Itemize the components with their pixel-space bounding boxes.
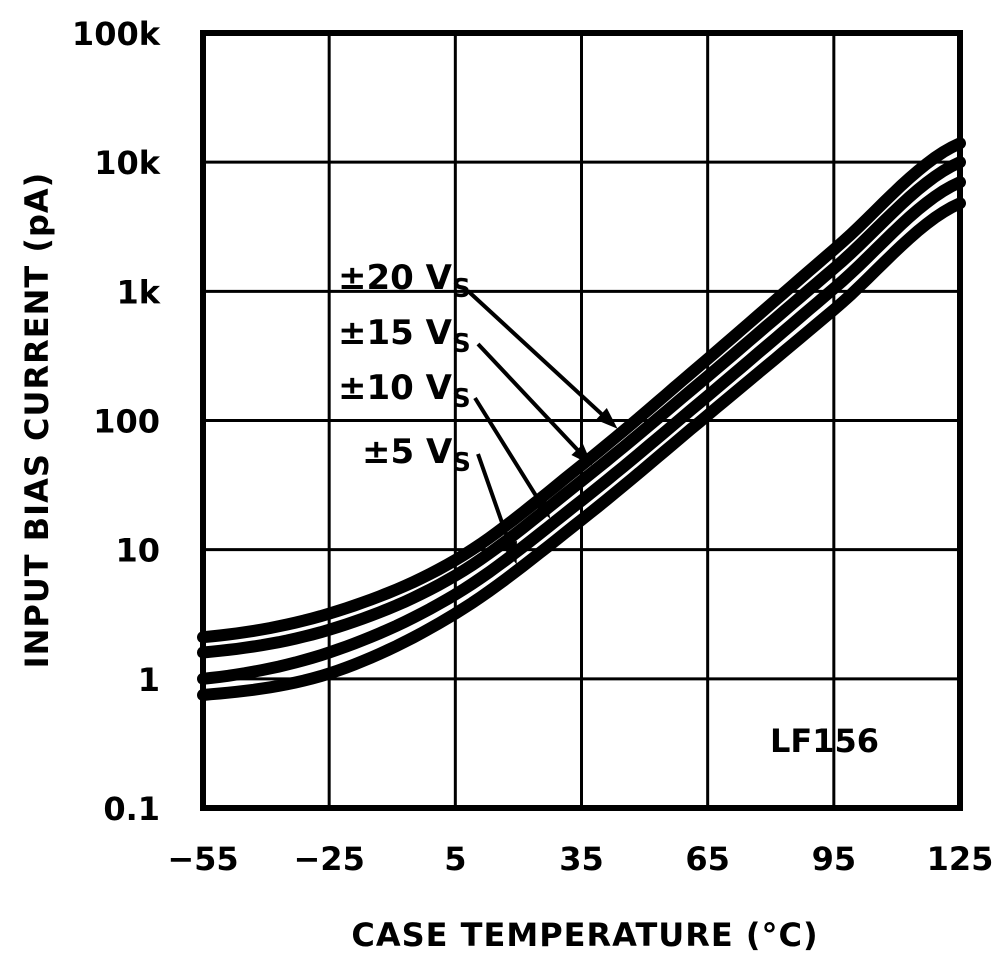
x-tick-label: 95 xyxy=(812,840,857,878)
y-tick-label: 100k xyxy=(72,15,161,53)
series-curves xyxy=(197,137,966,701)
series-label-2: ±15 VS xyxy=(338,313,471,359)
grid-lines xyxy=(201,31,962,810)
series-arrow-1 xyxy=(466,289,610,422)
plot-frame xyxy=(200,30,963,811)
series-label-3: ±10 VS xyxy=(338,368,471,414)
series-label-4: ±5 VS xyxy=(362,432,471,478)
series-arrows xyxy=(466,289,618,565)
series-arrow-3 xyxy=(473,396,545,509)
y-tick-label: 1 xyxy=(138,661,160,699)
series-arrow-head-2 xyxy=(571,444,593,466)
x-tick-label: 65 xyxy=(685,840,730,878)
x-tick-labels: −55 −25 5 35 65 95 125 xyxy=(167,840,993,878)
y-tick-label: 1k xyxy=(116,273,160,311)
y-tick-label: 0.1 xyxy=(103,790,160,828)
series-arrow-head-1 xyxy=(595,407,618,429)
part-number-annotation: LF156 xyxy=(770,722,879,760)
series-label-1: ±20 VS xyxy=(338,258,471,304)
y-tick-label: 10k xyxy=(94,144,161,182)
series-arrow-head-3 xyxy=(531,495,551,519)
x-tick-label: −55 xyxy=(167,840,238,878)
x-tick-label: 5 xyxy=(444,840,466,878)
y-tick-labels: 0.1 1 10 100 1k 10k 100k xyxy=(72,15,161,828)
x-tick-label: 125 xyxy=(927,840,994,878)
y-tick-label: 100 xyxy=(93,403,160,441)
series-arrow-head-4 xyxy=(501,540,517,565)
x-tick-label: 35 xyxy=(559,840,604,878)
x-axis-title: CASE TEMPERATURE (°C) xyxy=(351,916,818,954)
x-tick-label: −25 xyxy=(293,840,364,878)
series-line-3 xyxy=(197,176,966,685)
y-tick-label: 10 xyxy=(115,532,160,570)
series-line-4 xyxy=(197,197,966,701)
series-line-2 xyxy=(197,156,966,659)
series-line-1 xyxy=(197,137,966,644)
series-labels: ±20 VS ±15 VS ±10 VS ±5 VS xyxy=(338,258,471,478)
y-axis-title: INPUT BIAS CURRENT (pA) xyxy=(18,172,56,669)
series-arrow-4 xyxy=(476,453,515,553)
series-arrow-2 xyxy=(476,342,585,458)
